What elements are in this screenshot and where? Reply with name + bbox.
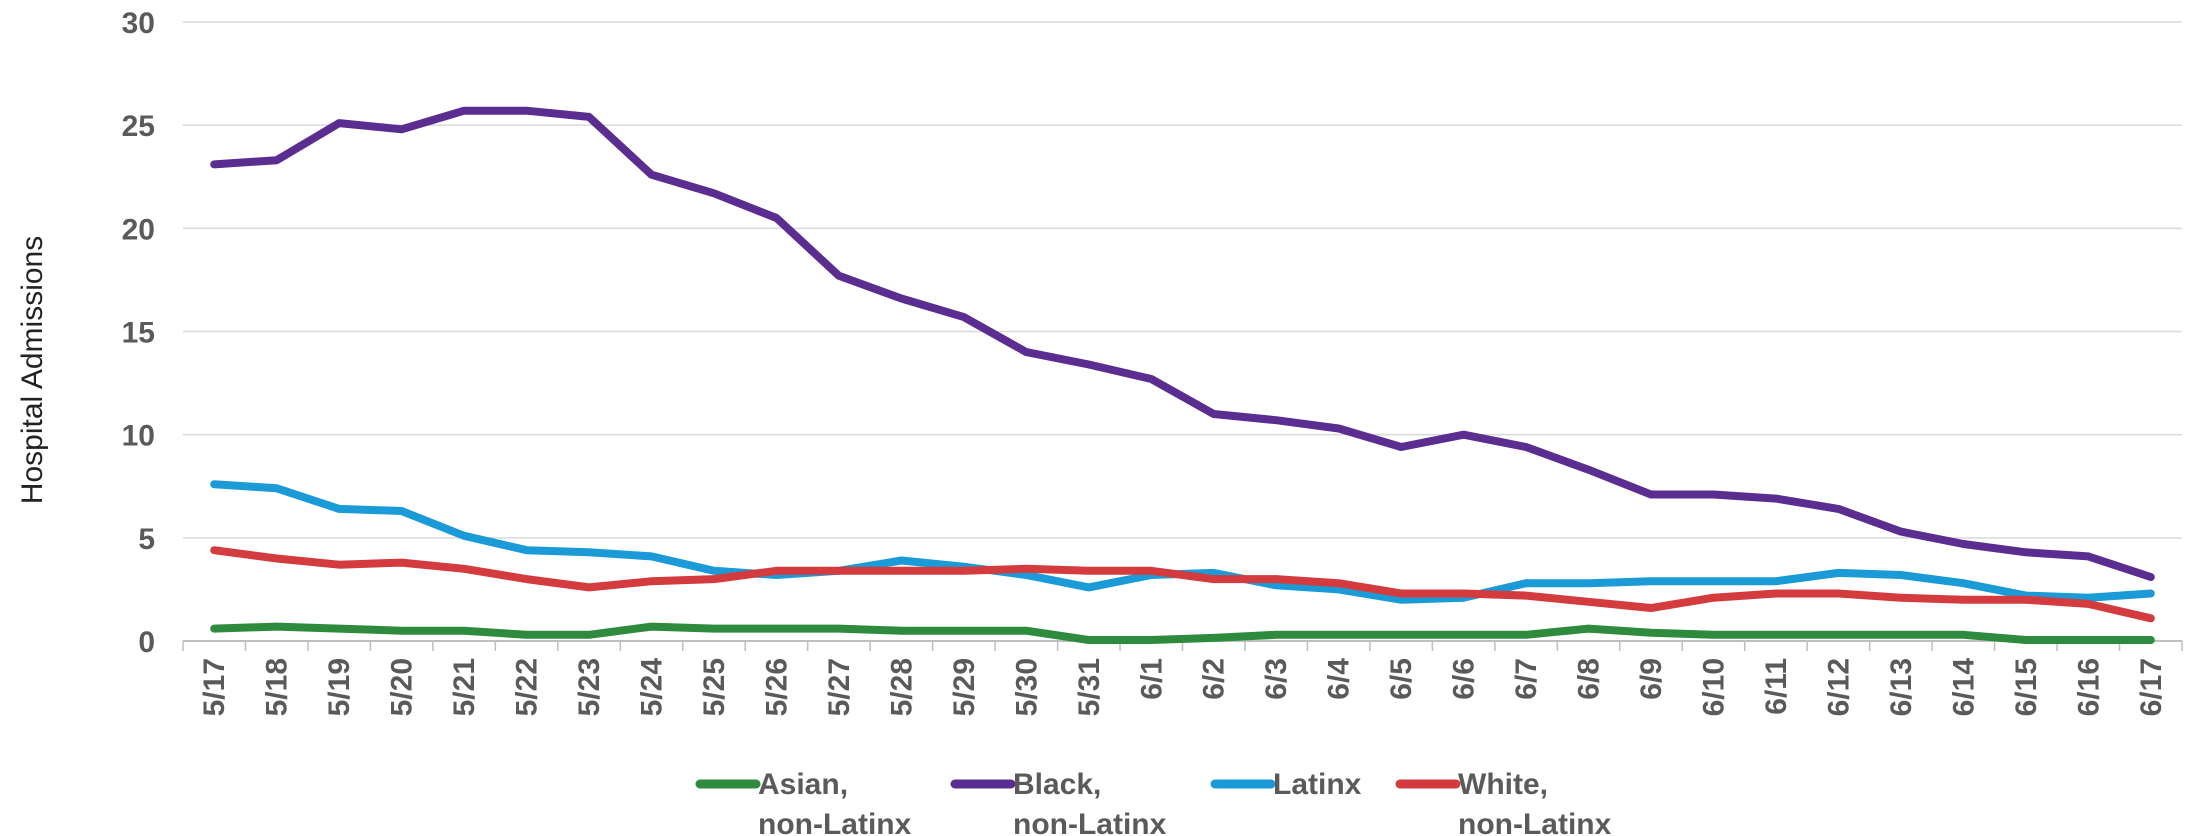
x-tick-label: 6/8 [1573, 658, 1606, 700]
legend-item: White, non-Latinx [1395, 768, 1612, 836]
legend-label: non-Latinx [1458, 808, 1612, 836]
legend-item: Latinx [1210, 768, 1362, 801]
x-tick-label: 6/12 [1822, 658, 1855, 716]
legend-label: Latinx [1273, 768, 1362, 801]
y-tick-label: 15 [122, 317, 155, 350]
x-tick-label: 6/2 [1198, 658, 1231, 700]
x-tick-label: 5/28 [885, 658, 918, 716]
x-tick-label: 5/30 [1010, 658, 1043, 716]
y-tick-label: 25 [122, 110, 155, 143]
y-tick-label: 0 [138, 626, 155, 659]
legend-item: Black, non-Latinx [950, 768, 1167, 836]
legend: Asian, non-Latinx Black, non-Latinx Latinx Wh… [695, 768, 1612, 836]
x-tick-label: 6/13 [1885, 658, 1918, 716]
x-tick-label: 6/16 [2072, 658, 2105, 716]
x-tick-label: 5/18 [261, 658, 294, 716]
series-line-asian-non-latinx [210, 622, 2155, 644]
y-axis-ticks: 0 5 10 15 20 25 30 [122, 7, 155, 659]
x-tick-label: 5/17 [198, 658, 231, 716]
y-tick-label: 10 [122, 420, 155, 453]
x-tick-label: 5/20 [386, 658, 419, 716]
gridlines [182, 21, 2183, 651]
legend-item: Asian, non-Latinx [695, 768, 912, 836]
x-tick-label: 5/22 [511, 658, 544, 716]
x-tick-label: 6/1 [1135, 658, 1168, 700]
x-tick-label: 6/14 [1947, 658, 1980, 717]
series-line-white-non-latinx [210, 546, 2155, 623]
y-tick-label: 5 [138, 523, 155, 556]
x-tick-label: 5/29 [948, 658, 981, 716]
x-tick-label: 5/23 [573, 658, 606, 716]
x-tick-label: 5/31 [1073, 658, 1106, 716]
x-tick-label: 6/9 [1635, 658, 1668, 700]
series-line-black-non-latinx [210, 106, 2155, 581]
x-tick-label: 6/4 [1323, 658, 1356, 700]
legend-label: White, [1458, 768, 1548, 801]
series-lines [210, 106, 2155, 644]
x-tick-label: 6/10 [1697, 658, 1730, 716]
x-tick-label: 5/26 [760, 658, 793, 716]
x-axis-ticks: 5/17 5/18 5/19 5/20 5/21 5/22 5/23 5/24 5/25 5/26… [198, 658, 2168, 717]
x-tick-label: 6/3 [1260, 658, 1293, 700]
x-tick-label: 6/6 [1448, 658, 1481, 700]
x-tick-label: 6/15 [2010, 658, 2043, 716]
y-axis-title: Hospital Admissions [16, 236, 49, 504]
x-tick-label: 5/21 [448, 658, 481, 716]
series-line-latinx [210, 480, 2155, 604]
legend-label: non-Latinx [1013, 808, 1167, 836]
x-tick-label: 6/17 [2135, 658, 2168, 716]
legend-label: non-Latinx [758, 808, 912, 836]
x-tick-label: 6/7 [1510, 658, 1543, 700]
x-tick-label: 6/11 [1760, 658, 1793, 715]
legend-label: Black, [1013, 768, 1101, 801]
x-tick-label: 5/24 [636, 658, 669, 717]
y-tick-label: 20 [122, 213, 155, 246]
x-tick-label: 5/19 [323, 658, 356, 716]
x-tick-label: 6/5 [1385, 658, 1418, 700]
legend-label: Asian, [758, 768, 848, 801]
y-tick-label: 30 [122, 7, 155, 40]
x-tick-label: 5/27 [823, 658, 856, 716]
x-tick-label: 5/25 [698, 658, 731, 716]
